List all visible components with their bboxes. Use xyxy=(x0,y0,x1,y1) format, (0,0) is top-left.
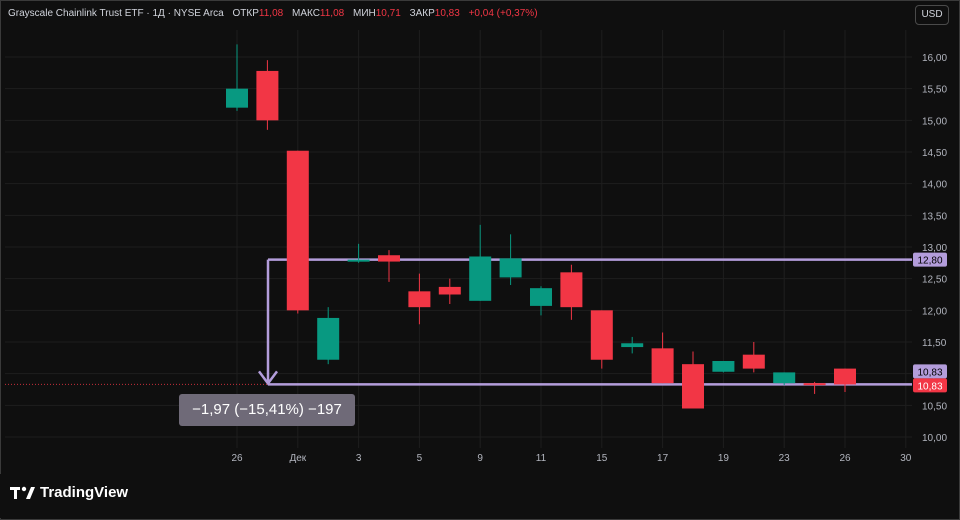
candle-body[interactable] xyxy=(347,259,370,262)
candle-body[interactable] xyxy=(682,364,704,409)
candle-body[interactable] xyxy=(621,343,644,348)
candle-body[interactable] xyxy=(317,317,340,360)
y-tick-label: 13,50 xyxy=(922,211,947,222)
x-tick-label: Дек xyxy=(289,453,306,464)
low-value: 10,71 xyxy=(375,8,401,19)
candle-body[interactable] xyxy=(590,310,613,360)
candle-body[interactable] xyxy=(560,272,583,308)
x-tick-label: 9 xyxy=(477,453,483,464)
candle-body[interactable] xyxy=(834,368,856,385)
x-tick-label: 26 xyxy=(839,453,851,464)
upper-price-badge xyxy=(913,252,947,267)
x-tick-label: 15 xyxy=(596,453,608,464)
symbol-header: Grayscale Chainlink Trust ETF · 1Д · NYS… xyxy=(8,8,538,19)
y-tick-label: 16,00 xyxy=(922,53,947,64)
close-value: 10,83 xyxy=(434,8,460,19)
candle-body[interactable] xyxy=(438,286,461,295)
footer-bar xyxy=(0,474,958,518)
x-tick-label: 11 xyxy=(536,453,547,464)
measure-label: −1,97 (−15,41%) −197 xyxy=(179,394,355,426)
tradingview-logo[interactable]: TradingView xyxy=(10,484,128,501)
x-tick-label: 26 xyxy=(231,453,243,464)
low-label: МИН xyxy=(353,8,376,19)
y-tick-label: 10,00 xyxy=(922,433,947,444)
y-tick-label: 13,00 xyxy=(922,243,947,254)
y-tick-label: 15,00 xyxy=(922,116,947,127)
measure-price-badge-text: 10,83 xyxy=(917,367,942,378)
candle-body[interactable] xyxy=(378,255,400,262)
high-value: 11,08 xyxy=(319,8,345,19)
candle-body[interactable] xyxy=(469,256,492,301)
x-tick-label: 19 xyxy=(718,453,730,464)
close-label: ЗАКР xyxy=(409,8,435,19)
upper-price-badge-text: 12,80 xyxy=(917,256,942,267)
y-tick-label: 11,50 xyxy=(922,338,947,349)
currency-button[interactable]: USD xyxy=(915,5,949,25)
candle-body[interactable] xyxy=(803,383,826,386)
candle-body[interactable] xyxy=(742,354,765,369)
candle-body[interactable] xyxy=(712,361,735,372)
measure-price-badge xyxy=(913,364,947,379)
change-value: +0,04 (+0,37%) xyxy=(468,8,538,19)
current-price-badge-text: 10,83 xyxy=(917,381,942,392)
y-tick-label: 14,00 xyxy=(922,180,947,191)
x-tick-label: 3 xyxy=(356,453,362,464)
high-label: МАКС xyxy=(291,8,320,19)
candle-body[interactable] xyxy=(651,348,674,384)
y-tick-label: 14,50 xyxy=(922,148,947,159)
tradingview-logo-icon xyxy=(10,486,35,499)
x-tick-label: 30 xyxy=(900,453,912,464)
y-tick-label: 10,50 xyxy=(922,401,947,412)
candle-body[interactable] xyxy=(286,150,309,311)
y-tick-label: 12,00 xyxy=(922,306,947,317)
current-price-badge xyxy=(913,378,947,393)
x-tick-label: 23 xyxy=(779,453,791,464)
y-tick-label: 15,50 xyxy=(922,85,947,96)
x-tick-label: 5 xyxy=(417,453,423,464)
open-label: ОТКР xyxy=(232,8,259,19)
candle-body[interactable] xyxy=(530,288,552,306)
y-tick-label: 12,50 xyxy=(922,275,947,286)
brand-name: TradingView xyxy=(40,484,129,501)
symbol-title: Grayscale Chainlink Trust ETF · 1Д · NYS… xyxy=(8,8,224,19)
candle-body[interactable] xyxy=(408,291,431,308)
open-value: 11,08 xyxy=(258,8,284,19)
candle-body[interactable] xyxy=(499,258,522,278)
candle-body[interactable] xyxy=(256,70,279,121)
x-tick-label: 17 xyxy=(657,453,669,464)
measure-arrow-icon xyxy=(258,370,278,386)
candle-body[interactable] xyxy=(773,372,796,384)
candle-body[interactable] xyxy=(226,88,248,108)
